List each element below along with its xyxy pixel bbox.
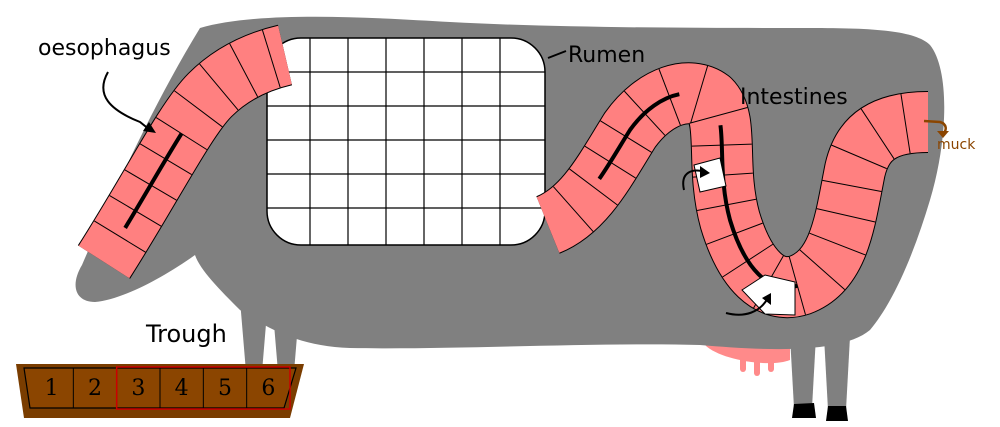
track-tile-divider	[229, 43, 259, 97]
track-tile-divider	[900, 93, 911, 154]
shortcut-square-upper	[693, 157, 727, 193]
track-tile-divider	[860, 108, 895, 160]
trough-highlight	[115, 366, 291, 410]
trough-slot-6: 6	[261, 376, 275, 401]
shortcut-arrow-icon-lower	[725, 297, 769, 316]
track-tile-divider	[822, 179, 882, 193]
oesophagus-centre-line	[102, 53, 286, 264]
trough-slot-1: 1	[45, 376, 59, 401]
track	[77, 24, 929, 319]
track-tile-divider	[689, 107, 748, 124]
intestines-label: Intestines	[740, 85, 848, 110]
track-tile-divider	[799, 249, 846, 291]
oesophagus-arrow-icon	[102, 71, 151, 131]
muck-arrow-head	[937, 131, 949, 138]
rumen	[266, 37, 546, 246]
trough: 1 2 3 4 5 6	[16, 364, 304, 418]
track-tile-divider	[690, 65, 709, 124]
shortcut-arrow-head-upper	[700, 166, 710, 178]
rumen-label: Rumen	[568, 43, 645, 68]
track-tile-divider	[809, 232, 866, 256]
track-tile-divider	[261, 29, 281, 88]
oesophagus-label: oesophagus	[38, 36, 171, 61]
shortcut-arrow-head-lower	[762, 293, 771, 305]
trough-slot-3: 3	[131, 376, 145, 401]
muck-label: muck	[937, 137, 976, 153]
trough-slot-2: 2	[88, 376, 102, 401]
track-tile-divider	[94, 220, 146, 253]
trough-slot-5: 5	[218, 376, 232, 401]
rumen-pointer-icon	[547, 50, 567, 59]
hooves	[792, 403, 848, 421]
track-tile-divider	[816, 208, 876, 223]
track-tile-divider	[174, 90, 223, 128]
trough-slot-4: 4	[175, 376, 189, 401]
track-tile-divider	[199, 63, 239, 111]
track-tile-divider	[553, 186, 594, 232]
trough-label: Trough	[145, 320, 227, 348]
intestines-centre-line	[547, 91, 929, 290]
track-tile-divider	[569, 168, 618, 206]
oesophagus-arrow-head	[143, 122, 156, 133]
track-tile-divider	[831, 144, 887, 170]
